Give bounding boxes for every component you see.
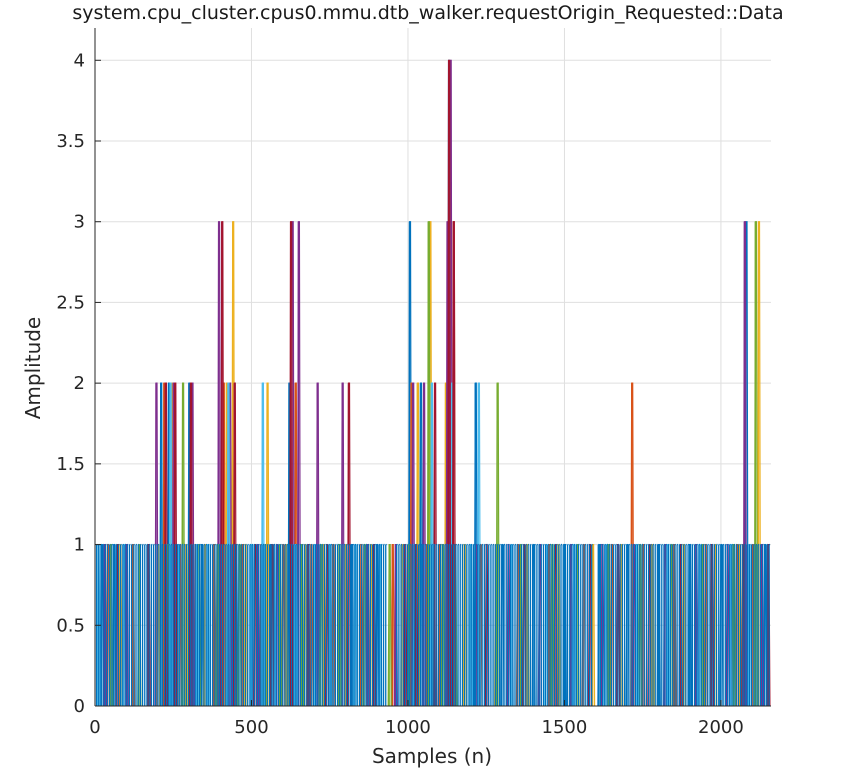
y-tick-label: 4 [74,50,85,71]
chart-title: system.cpu_cluster.cpus0.mmu.dtb_walker.… [72,2,783,24]
y-tick-label: 1 [74,535,85,556]
y-tick-label: 0.5 [56,615,85,636]
x-tick-label: 1000 [385,717,431,738]
x-tick-label: 1500 [542,717,588,738]
y-tick-label: 2 [74,373,85,394]
y-axis-label: Amplitude [21,317,45,420]
y-tick-label: 3 [74,212,85,233]
y-tick-label: 3.5 [56,131,85,152]
tick-labels: 0 500 1000 1500 2000 0 0.5 1 1.5 2 2.5 3 3.5 4 [56,50,743,738]
x-tick-label: 0 [89,717,100,738]
x-tick-label: 2000 [698,717,744,738]
x-tick-label: 500 [234,717,268,738]
dense-spike-band [95,543,771,706]
series-group [95,59,771,707]
x-axis-label: Samples (n) [372,744,492,768]
y-tick-label: 1.5 [56,454,85,475]
y-tick-label: 0 [74,696,85,717]
axes [94,28,771,707]
y-tick-label: 2.5 [56,292,85,313]
